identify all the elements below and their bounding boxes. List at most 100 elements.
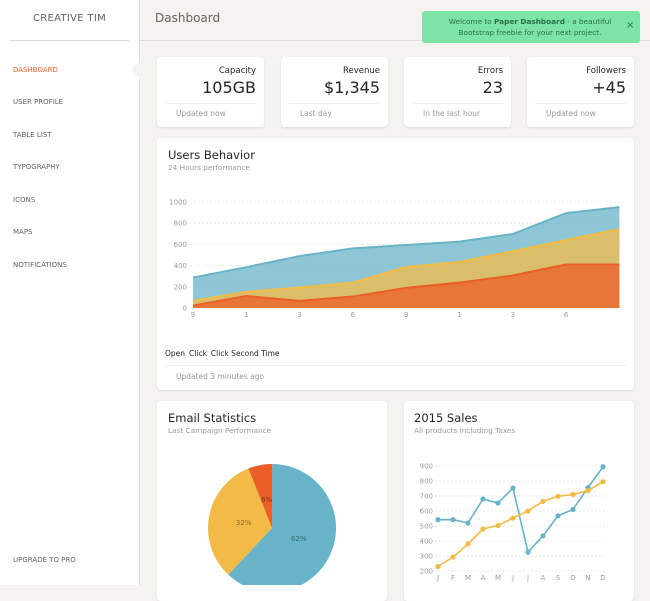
stat-value: 23 (482, 78, 503, 97)
y-tick-label: 800 (420, 478, 433, 486)
x-tick-label: 6 (351, 311, 356, 319)
stat-label: Followers (586, 66, 626, 76)
y-tick-label: 500 (420, 523, 433, 531)
nav-item[interactable]: ICONS (13, 196, 36, 204)
area (193, 264, 620, 308)
stat-card: Followers +45 Updated now (527, 57, 634, 127)
stat-footer: Updated now (546, 109, 596, 118)
card-title: Email Statistics (168, 411, 257, 425)
pie-slice (248, 464, 272, 528)
stat-footer: Last day (300, 109, 332, 118)
point (495, 522, 501, 529)
active-notch (131, 61, 140, 79)
point (540, 533, 546, 539)
y-tick-label: 600 (420, 508, 433, 516)
y-tick-label: 800 (174, 220, 187, 228)
y-tick-label: 200 (174, 283, 187, 291)
notification: Welcome to Paper Dashboard - a beautiful… (422, 11, 640, 43)
x-tick-label: J (436, 574, 439, 582)
y-tick-label: 1000 (169, 199, 187, 207)
x-tick-label: F (451, 574, 455, 582)
line (437, 481, 604, 568)
nav-item[interactable]: MAPS (13, 228, 33, 236)
point (600, 464, 606, 470)
x-tick-label: M (495, 574, 501, 582)
divider (165, 365, 626, 366)
point (435, 563, 441, 570)
point (525, 549, 531, 555)
card: 2015 Sales All products including Taxes (404, 401, 634, 601)
y-tick-label: 0 (183, 305, 187, 313)
notification-bold: Paper Dashboard (494, 17, 565, 26)
point (585, 488, 591, 494)
point (540, 498, 546, 504)
point (435, 517, 441, 523)
point (465, 541, 471, 547)
card-subtitle: All products including Taxes (414, 426, 516, 435)
divider (412, 103, 503, 104)
page-title: Dashboard (155, 11, 221, 25)
divider (535, 103, 626, 104)
line (192, 263, 620, 307)
y-tick-label: 200 (420, 568, 433, 576)
point (495, 500, 501, 506)
y-tick-label: 400 (420, 538, 433, 546)
y-tick-label: 300 (420, 553, 433, 561)
card-footer: Updated 3 minutes ago (176, 372, 265, 381)
slice-label: 32% (236, 519, 252, 527)
x-tick-label: D (600, 574, 605, 582)
stat-card: Revenue $1,345 Last day (281, 57, 388, 127)
x-tick-label: O (570, 574, 576, 582)
y-tick-label: 700 (420, 493, 433, 501)
x-tick-label: 6 (564, 311, 569, 319)
point (600, 479, 606, 485)
x-tick-label: 3 (511, 311, 515, 319)
pie-slice (228, 464, 336, 585)
y-tick-label: 900 (420, 463, 433, 471)
upgrade-link[interactable]: UPGRADE TO PRO (13, 556, 76, 564)
point (510, 515, 516, 521)
legend-entry: Open (165, 349, 186, 358)
brand[interactable]: CREATIVE TIM (33, 13, 106, 24)
slice-label: 62% (291, 535, 307, 543)
point (570, 491, 576, 498)
point (525, 508, 531, 514)
divider (140, 40, 650, 41)
stat-card: Errors 23 In the last hour (404, 57, 511, 127)
point (555, 493, 561, 499)
point (555, 513, 561, 519)
point (450, 516, 456, 523)
x-tick-label: 3 (297, 311, 301, 319)
nav-item[interactable]: NOTIFICATIONS (13, 261, 67, 269)
x-tick-label: 9 (404, 311, 408, 319)
point (465, 520, 471, 526)
nav-item[interactable]: TABLE LIST (13, 131, 52, 139)
nav-item[interactable]: TYPOGRAPHY (13, 163, 60, 171)
line (192, 228, 620, 302)
card-title: 2015 Sales (414, 411, 478, 425)
stat-card: Capacity 105GB Updated now (157, 57, 264, 127)
stat-label: Capacity (218, 66, 256, 76)
x-tick-label: A (541, 574, 546, 582)
legend-entry: Click (189, 349, 207, 358)
stat-value: $1,345 (324, 78, 380, 97)
divider (165, 103, 256, 104)
slice-label: 6% (261, 496, 272, 504)
x-tick-label: S (556, 574, 561, 582)
stat-value: +45 (592, 78, 626, 97)
nav-item[interactable]: DASHBOARD (13, 66, 58, 74)
stat-footer: Updated now (176, 109, 226, 118)
legend: Open Click Click Second Time (165, 349, 280, 358)
point (480, 526, 486, 532)
x-tick-label: J (526, 574, 529, 582)
point (480, 496, 486, 502)
x-tick-label: 1 (244, 311, 248, 319)
legend-entry: Click Second Time (210, 349, 280, 358)
x-tick-label: A (481, 574, 486, 582)
notification-text: - a beautiful Bootstrap freebie for your… (458, 17, 612, 37)
card-subtitle: 24 Hours performance (168, 163, 251, 172)
point (570, 506, 576, 513)
close-button[interactable]: × (626, 20, 635, 31)
y-tick-label: 400 (174, 262, 187, 270)
nav-item[interactable]: USER PROFILE (13, 98, 64, 106)
